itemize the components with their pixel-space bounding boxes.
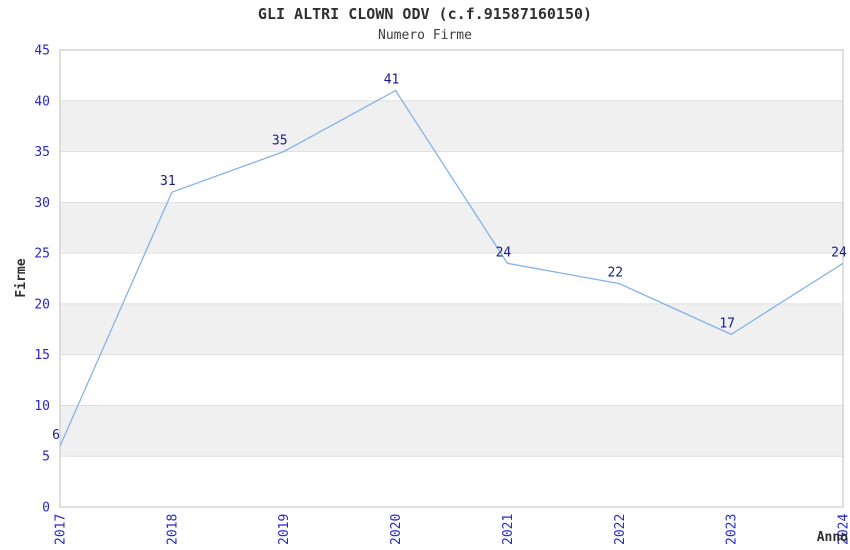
y-tick-label: 5 xyxy=(42,450,50,465)
y-tick-label: 0 xyxy=(42,501,50,516)
x-tick-label: 2017 xyxy=(54,514,69,545)
x-tick-label: 2021 xyxy=(501,514,516,545)
x-tick-label: 2019 xyxy=(277,514,292,545)
x-tick-label: 2020 xyxy=(389,514,404,545)
x-axis-title: Anno xyxy=(817,530,848,545)
y-tick-label: 45 xyxy=(34,44,50,59)
plot-area: 0 5 10 15 20 25 30 35 40 45 2017 2018 2019 2020 2021 20… xyxy=(34,44,850,546)
data-line xyxy=(59,89,844,447)
chart-title: GLI ALTRI CLOWN ODV (c.f.91587160150) xyxy=(258,5,592,23)
x-tick-label: 2024 xyxy=(837,514,850,545)
plot-band xyxy=(60,202,843,254)
x-tick-label: 2018 xyxy=(165,514,180,545)
plot-border xyxy=(59,49,844,508)
plot-band xyxy=(60,303,843,355)
x-tick-label: 2022 xyxy=(613,514,628,545)
y-tick-label: 30 xyxy=(34,196,50,211)
data-label: 24 xyxy=(496,245,512,260)
x-tick-label: 2023 xyxy=(725,514,740,545)
data-label: 35 xyxy=(272,134,288,149)
y-axis-title: Firme xyxy=(14,258,29,297)
y-tick-label: 40 xyxy=(34,94,50,109)
y-tick-label: 10 xyxy=(34,399,50,414)
data-label: 22 xyxy=(607,266,623,281)
data-label: 6 xyxy=(52,428,60,443)
plot-band xyxy=(60,405,843,457)
plot-band xyxy=(60,100,843,152)
chart-subtitle: Numero Firme xyxy=(378,28,472,43)
y-tick-label: 35 xyxy=(34,145,50,160)
data-label: 41 xyxy=(384,73,400,88)
data-label: 24 xyxy=(831,245,847,260)
data-label: 17 xyxy=(719,316,735,331)
data-label: 31 xyxy=(160,174,176,189)
y-tick-label: 25 xyxy=(34,247,50,262)
y-tick-label: 20 xyxy=(34,297,50,312)
y-tick-label: 15 xyxy=(34,348,50,363)
